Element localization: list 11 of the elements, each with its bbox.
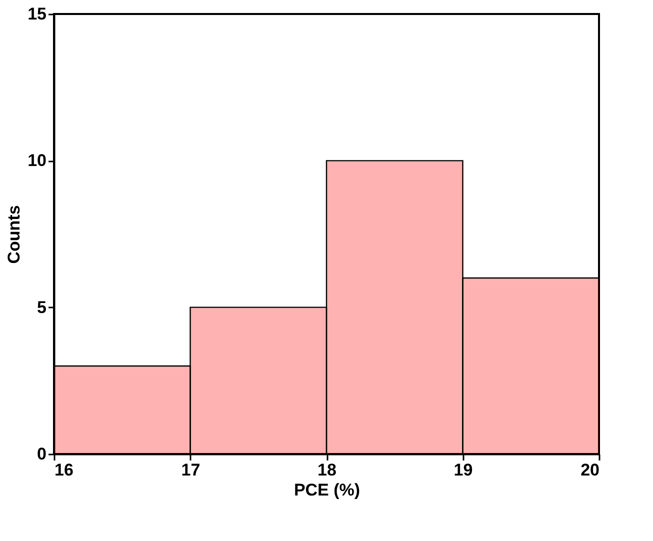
y-tick-label: 10 — [28, 151, 46, 170]
y-tick-label: 5 — [37, 298, 46, 317]
x-tick-label: 20 — [580, 460, 600, 480]
x-tick-label: 18 — [318, 460, 336, 480]
x-tick-label: 19 — [454, 460, 473, 480]
x-axis-title: PCE (%) — [294, 480, 360, 500]
y-tick-label: 0 — [37, 444, 46, 464]
y-tick-label: 15 — [28, 4, 46, 24]
y-axis-title: Counts — [4, 205, 24, 264]
x-tick-label: 17 — [181, 460, 200, 480]
x-tick-label: 16 — [54, 460, 74, 480]
